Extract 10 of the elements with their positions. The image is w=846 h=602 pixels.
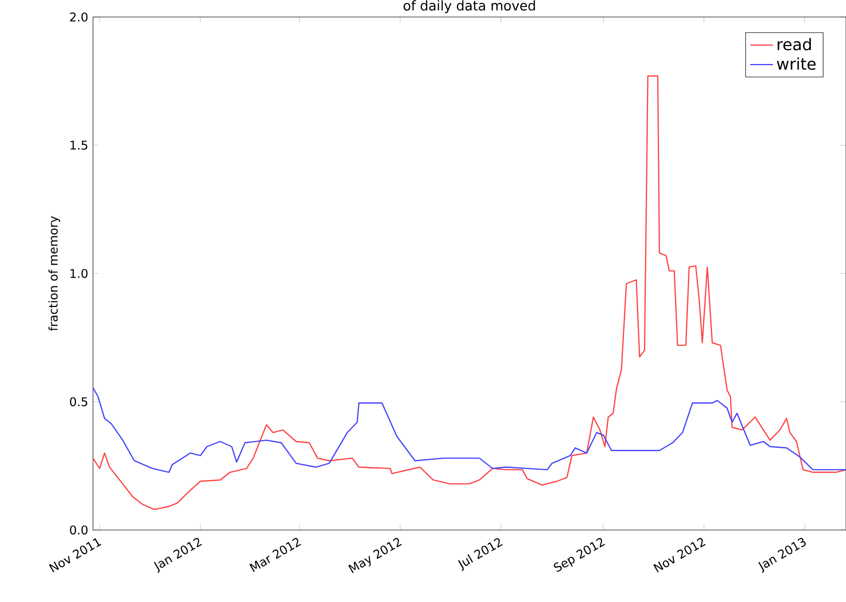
y-tick-label: 0.0	[70, 525, 88, 535]
legend-label: read	[778, 38, 811, 50]
y-tick-label: 1.5	[70, 140, 88, 150]
y-tick-label: 0.5	[70, 397, 88, 406]
y-tick-label: 1.0	[70, 268, 88, 278]
y-tick-label: 2.0	[70, 12, 88, 22]
line-series	[93, 75, 846, 510]
legend-label: write	[776, 57, 816, 70]
y-axis-title: fraction of memory	[48, 216, 60, 331]
chart-title: of daily data moved	[404, 0, 535, 14]
